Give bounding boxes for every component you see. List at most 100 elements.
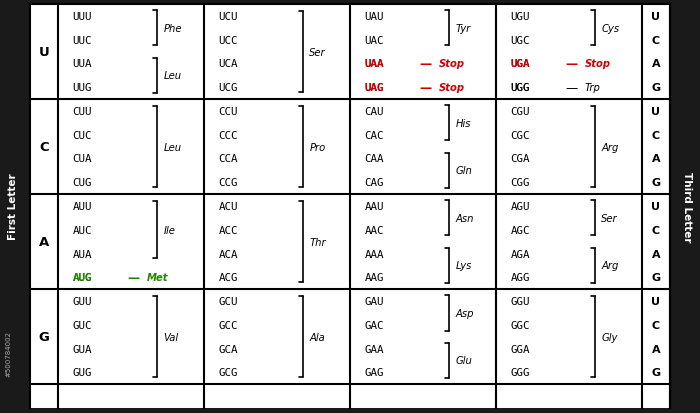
FancyBboxPatch shape — [665, 0, 700, 413]
Text: AGU: AGU — [510, 202, 530, 211]
Text: Glu: Glu — [455, 356, 472, 366]
Text: CCC: CCC — [218, 131, 238, 140]
FancyBboxPatch shape — [0, 0, 35, 413]
Text: Met: Met — [147, 273, 169, 282]
Text: ACC: ACC — [218, 225, 238, 235]
Text: CCG: CCG — [218, 178, 238, 188]
Text: Third Letter: Third Letter — [682, 171, 692, 242]
Text: CUU: CUU — [73, 107, 92, 116]
Text: AUC: AUC — [73, 225, 92, 235]
Text: UGG: UGG — [510, 83, 530, 93]
Text: G: G — [652, 178, 661, 188]
Text: UAC: UAC — [365, 36, 384, 45]
Text: Ala: Ala — [309, 332, 325, 342]
Text: C: C — [652, 225, 660, 235]
Text: CAA: CAA — [365, 154, 384, 164]
Text: CUC: CUC — [73, 131, 92, 140]
Text: Leu: Leu — [163, 71, 181, 81]
Text: U: U — [652, 107, 661, 116]
Text: A: A — [652, 249, 660, 259]
Text: UUA: UUA — [73, 59, 92, 69]
Text: A: A — [652, 154, 660, 164]
Text: UUU: UUU — [73, 12, 92, 22]
Text: C: C — [39, 141, 49, 154]
Text: First Letter: First Letter — [8, 173, 18, 240]
Text: G: G — [652, 273, 661, 282]
Text: CAC: CAC — [365, 131, 384, 140]
Text: GAG: GAG — [365, 368, 384, 377]
Text: G: G — [652, 368, 661, 377]
Text: Ser: Ser — [309, 47, 326, 57]
Text: Phe: Phe — [163, 24, 182, 34]
Text: Arg: Arg — [601, 261, 619, 271]
Text: UAG: UAG — [365, 83, 384, 93]
Text: UAA: UAA — [365, 59, 384, 69]
Text: AAA: AAA — [365, 249, 384, 259]
Text: GGU: GGU — [510, 297, 530, 306]
Text: —: — — [566, 58, 578, 71]
Text: Lys: Lys — [455, 261, 472, 271]
Text: C: C — [652, 131, 660, 140]
Text: UAA: UAA — [365, 59, 384, 69]
Text: AGG: AGG — [510, 273, 530, 282]
Text: CAU: CAU — [365, 107, 384, 116]
Text: GUA: GUA — [73, 344, 92, 354]
Text: G: G — [38, 330, 50, 343]
Text: AAG: AAG — [365, 273, 384, 282]
Text: U: U — [38, 46, 50, 59]
Text: Stop: Stop — [439, 59, 465, 69]
Text: UGA: UGA — [510, 59, 530, 69]
Text: UGU: UGU — [510, 12, 530, 22]
Text: GGA: GGA — [510, 344, 530, 354]
Text: U: U — [652, 297, 661, 306]
Text: CGA: CGA — [510, 154, 530, 164]
Text: —: — — [420, 81, 432, 95]
Text: GGC: GGC — [510, 320, 530, 330]
Text: GCC: GCC — [218, 320, 238, 330]
Text: Tyr: Tyr — [455, 24, 470, 34]
Text: AGA: AGA — [510, 249, 530, 259]
Text: C: C — [652, 320, 660, 330]
Text: Gly: Gly — [601, 332, 617, 342]
Text: U: U — [652, 202, 661, 211]
Text: CGU: CGU — [510, 107, 530, 116]
Text: AUG: AUG — [73, 273, 92, 282]
Text: AGC: AGC — [510, 225, 530, 235]
Text: Pro: Pro — [309, 142, 326, 152]
Text: UCA: UCA — [218, 59, 238, 69]
Text: Ser: Ser — [601, 214, 618, 223]
Text: AUA: AUA — [73, 249, 92, 259]
Text: Asn: Asn — [455, 214, 474, 223]
Text: UAG: UAG — [365, 83, 384, 93]
Text: A: A — [652, 344, 660, 354]
Text: ACG: ACG — [218, 273, 238, 282]
Text: GUU: GUU — [73, 297, 92, 306]
Text: AUU: AUU — [73, 202, 92, 211]
Text: CCU: CCU — [218, 107, 238, 116]
Text: ACA: ACA — [218, 249, 238, 259]
Text: UGG: UGG — [510, 83, 530, 93]
Text: UCU: UCU — [218, 12, 238, 22]
Text: Gln: Gln — [455, 166, 472, 176]
Text: GAU: GAU — [365, 297, 384, 306]
Text: Leu: Leu — [163, 142, 181, 152]
Text: AAC: AAC — [365, 225, 384, 235]
Text: GUC: GUC — [73, 320, 92, 330]
Text: Stop: Stop — [585, 59, 611, 69]
Text: Cys: Cys — [601, 24, 620, 34]
Text: UGC: UGC — [510, 36, 530, 45]
Text: GCG: GCG — [218, 368, 238, 377]
Text: CCA: CCA — [218, 154, 238, 164]
Text: GAC: GAC — [365, 320, 384, 330]
Text: GCA: GCA — [218, 344, 238, 354]
Text: CUA: CUA — [73, 154, 92, 164]
Text: UCC: UCC — [218, 36, 238, 45]
Text: Asp: Asp — [455, 308, 474, 318]
Text: CGG: CGG — [510, 178, 530, 188]
Text: A: A — [39, 235, 49, 249]
Text: GCU: GCU — [218, 297, 238, 306]
Text: AUG: AUG — [73, 273, 92, 282]
Text: A: A — [652, 59, 660, 69]
Text: #500784002: #500784002 — [5, 330, 11, 376]
Text: GGG: GGG — [510, 368, 530, 377]
